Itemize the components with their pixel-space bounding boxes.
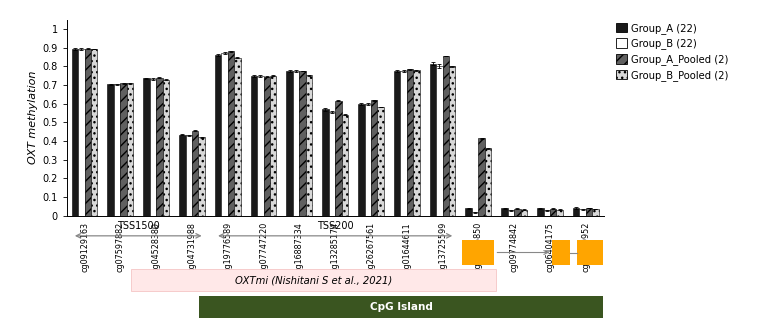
Bar [401,71,407,216]
Bar [107,84,114,216]
Bar [478,138,485,216]
Legend: Group_A (22), Group_B (22), Group_A_Pooled (2), Group_B_Pooled (2): Group_A (22), Group_B (22), Group_A_Pool… [614,21,731,83]
Bar [215,55,221,216]
Bar [121,83,127,216]
Bar [251,76,257,216]
Bar [78,49,85,216]
Bar [463,240,495,265]
Bar [228,51,234,216]
Bar [186,135,192,216]
Bar [579,209,586,216]
Bar [508,210,514,216]
Bar [286,71,293,216]
Bar [543,210,550,216]
Bar [365,104,371,216]
Bar [150,79,156,216]
Bar [143,78,150,216]
Bar [71,49,78,216]
Bar [234,58,241,216]
Bar [306,75,312,216]
Bar [263,77,270,216]
Bar [449,66,456,216]
Bar [573,208,579,216]
Bar [114,84,121,216]
Bar [162,80,169,216]
Bar [85,49,91,216]
Bar [501,208,508,216]
Bar [377,107,384,216]
Bar [466,208,472,216]
Bar [557,210,563,216]
Bar [472,212,478,216]
Bar [592,209,599,216]
Text: TSS1500: TSS1500 [117,221,160,232]
Bar [91,49,97,216]
Bar [436,66,443,216]
Bar [407,69,413,216]
Text: OXTmi (Nishitani S et al., 2021): OXTmi (Nishitani S et al., 2021) [235,275,392,285]
Text: TSS200: TSS200 [317,221,354,232]
Bar [430,63,436,216]
Bar [413,70,419,216]
Bar [198,137,205,216]
Bar [336,100,342,216]
Text: CpG Island: CpG Island [370,302,433,312]
Bar [192,131,198,216]
Bar [514,209,521,216]
Bar [586,208,592,216]
Bar [394,71,401,216]
Bar [322,109,328,216]
Bar [127,83,133,216]
Bar [342,114,348,216]
Bar [156,77,162,216]
Bar [299,71,306,216]
Bar [485,148,492,216]
Bar [131,269,496,291]
Bar [179,134,186,216]
Bar [328,112,336,216]
Bar [371,100,377,216]
Bar [199,296,604,318]
Bar [521,210,527,216]
Bar [221,53,228,216]
Bar [257,76,263,216]
Bar [577,240,604,265]
Bar [552,240,570,265]
Bar [537,208,543,216]
Bar [358,104,365,216]
Bar [550,209,557,216]
Bar [293,71,299,216]
Y-axis label: OXT methylation: OXT methylation [28,71,38,164]
Bar [270,76,277,216]
Bar [443,56,449,216]
